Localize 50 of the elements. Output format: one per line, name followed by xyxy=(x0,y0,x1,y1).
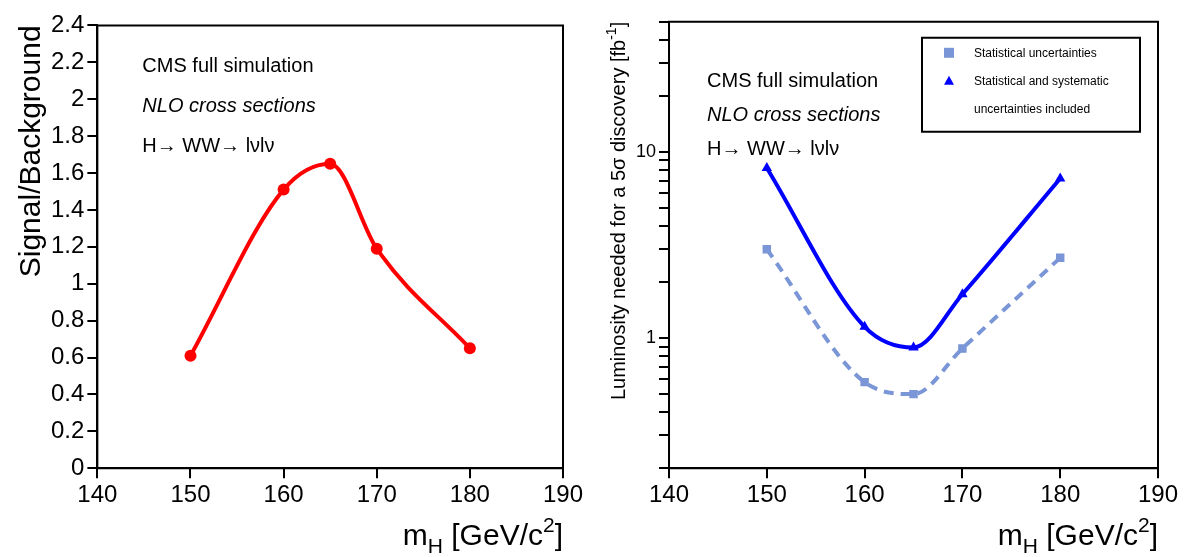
y-tick-label: 0 xyxy=(71,452,85,480)
y-tick-label: 1.4 xyxy=(50,194,85,222)
x-tick-label: 170 xyxy=(356,480,397,508)
point xyxy=(324,157,337,170)
y-tick-label: 1 xyxy=(646,327,657,348)
point xyxy=(277,183,290,196)
point xyxy=(184,349,197,362)
y-tick-label: 1.6 xyxy=(50,157,85,185)
point xyxy=(908,341,919,351)
y-tick-label: 1.2 xyxy=(50,231,85,259)
point xyxy=(762,245,772,254)
annotation: NLO cross sections xyxy=(142,94,316,117)
y-tick-label: 10 xyxy=(635,140,657,161)
y-tick-label: 0.4 xyxy=(50,379,85,407)
point xyxy=(463,342,476,355)
x-tick-label: 150 xyxy=(746,480,787,508)
x-tick-label: 190 xyxy=(542,480,584,508)
point xyxy=(909,389,918,399)
y-tick-label: 2.4 xyxy=(50,10,85,38)
point xyxy=(860,377,869,387)
y-tick-label: 1 xyxy=(71,268,85,296)
y-axis-title: Signal/Background xyxy=(13,25,46,278)
x-tick-label: 160 xyxy=(844,480,885,508)
x-tick-label: 190 xyxy=(1137,480,1179,508)
point xyxy=(859,320,870,330)
y-tick-label: 1.8 xyxy=(50,120,85,148)
legend-label: Statistical and systematic uncertainties included xyxy=(974,73,1109,116)
annotation: H→ WW→ lνlν xyxy=(707,136,840,159)
x-tick-label: 180 xyxy=(449,480,490,508)
x-tick-label: 160 xyxy=(263,480,304,508)
y-tick-label: 2.2 xyxy=(50,46,85,74)
x-tick-label: 150 xyxy=(170,480,211,508)
y-tick-label: 0.2 xyxy=(50,415,85,443)
x-tick-label: 140 xyxy=(649,480,690,508)
annotation: NLO cross sections xyxy=(707,102,881,125)
point xyxy=(761,161,773,171)
y-tick-label: 0.6 xyxy=(50,342,85,370)
annotation: H→ WW→ lνlν xyxy=(142,134,275,157)
x-tick-label: 180 xyxy=(1040,480,1081,508)
x-tick-label: 170 xyxy=(942,480,983,508)
annotation: CMS full simulation xyxy=(707,68,879,91)
legend-label: Statistical uncertainties xyxy=(974,45,1097,60)
y-tick-label: 2 xyxy=(71,83,85,111)
point xyxy=(957,288,968,298)
annotation: CMS full simulation xyxy=(142,54,314,77)
point xyxy=(958,344,967,353)
y-tick-label: 0.8 xyxy=(50,305,85,333)
point xyxy=(370,242,383,255)
x-tick-label: 140 xyxy=(77,480,118,508)
y-axis-title: Luminosity needed for a 5σ discovery [fb-1] xyxy=(603,21,629,401)
